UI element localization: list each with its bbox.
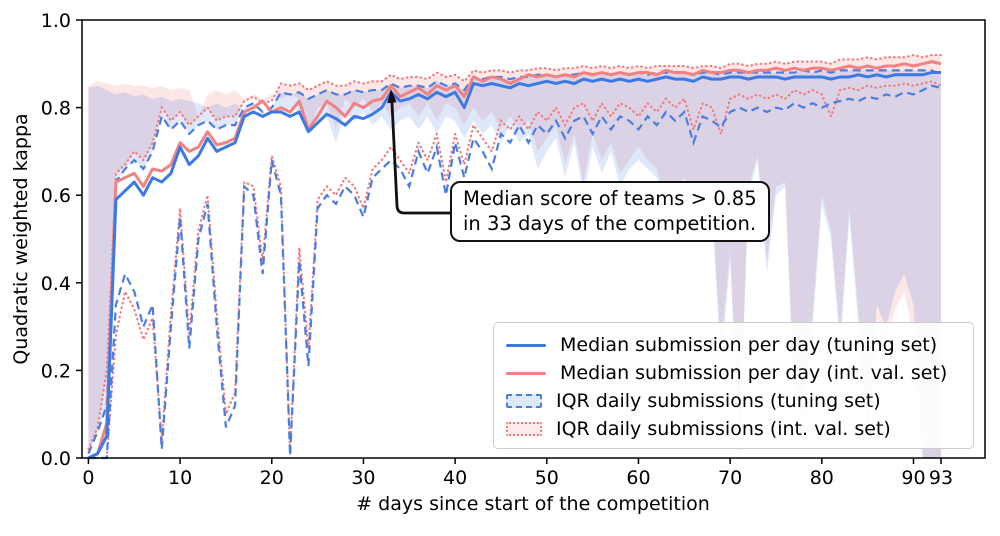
tick-label: 10 [168, 467, 192, 489]
tick-label: 90 [901, 467, 925, 489]
legend-item-iqr-tuning: IQR daily submissions (tuning set) [506, 387, 973, 415]
tick-label: 20 [260, 467, 284, 489]
tick-label: 0.6 [41, 185, 71, 207]
tick-label: 0.2 [41, 360, 71, 382]
legend-label: Median submission per day (int. val. set… [560, 362, 948, 384]
legend: Median submission per day (tuning set) M… [493, 322, 974, 449]
legend-item-median-intval: Median submission per day (int. val. set… [506, 359, 973, 387]
legend-label: IQR daily submissions (int. val. set) [556, 418, 891, 440]
annotation-line-2: in 33 days of the competition. [463, 212, 757, 235]
y-axis-label: Quadratic weighted kappa [10, 113, 32, 365]
blue-dashed-band-swatch-icon [506, 394, 542, 408]
tick-label: 40 [443, 467, 467, 489]
legend-label: IQR daily submissions (tuning set) [556, 390, 881, 412]
tick-label: 50 [535, 467, 559, 489]
tick-label: 0.0 [41, 448, 71, 470]
legend-item-median-tuning: Median submission per day (tuning set) [506, 331, 973, 359]
tick-label: 93 [929, 467, 953, 489]
tick-label: 0 [82, 467, 94, 489]
legend-item-iqr-intval: IQR daily submissions (int. val. set) [506, 415, 973, 443]
tick-label: 0.8 [41, 98, 71, 120]
annotation-line-1: Median score of teams > 0.85 [463, 187, 757, 210]
x-axis-label: # days since start of the competition [356, 493, 710, 515]
blue-line-swatch-icon [506, 343, 546, 347]
tick-label: 30 [351, 467, 375, 489]
tick-label: 0.4 [41, 273, 71, 295]
red-line-swatch-icon [506, 371, 546, 375]
tick-label: 60 [626, 467, 650, 489]
legend-label: Median submission per day (tuning set) [560, 334, 938, 356]
tick-label: 1.0 [41, 10, 71, 32]
tick-label: 80 [810, 467, 834, 489]
tick-label: 70 [718, 467, 742, 489]
red-dotted-band-swatch-icon [506, 422, 542, 436]
annotation-box: Median score of teams > 0.85 in 33 days … [450, 181, 770, 242]
